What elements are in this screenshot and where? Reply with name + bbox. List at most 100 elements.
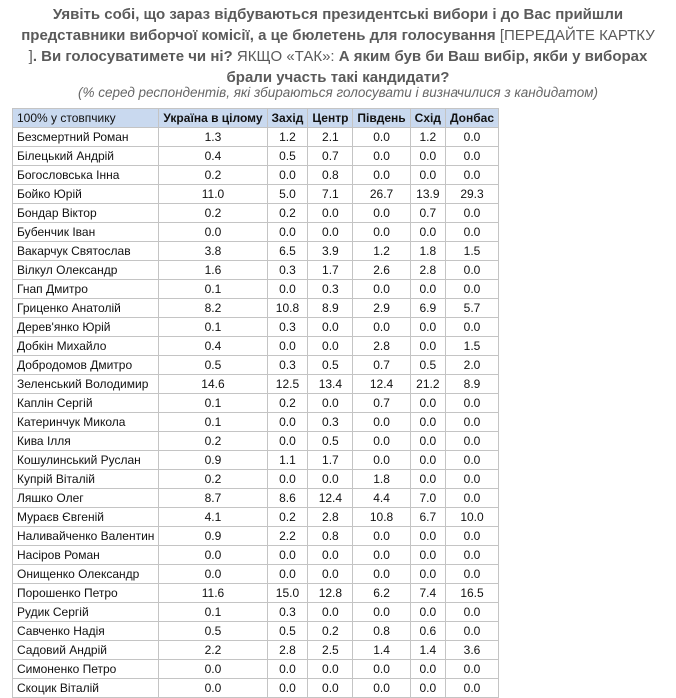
percent-cell: 0.0 xyxy=(444,526,500,546)
percent-cell: 13.9 xyxy=(409,184,446,204)
table-row: Добродомов Дмитро 0.5 0.3 0.5 0.7 0.5 2.0 xyxy=(11,355,500,375)
percent-cell: 0.0 xyxy=(352,659,411,679)
percent-cell: 6.7 xyxy=(409,507,446,527)
table-body: Безсмертний Роман 1.3 1.2 2.1 0.0 1.2 0.0 Білец… xyxy=(11,127,500,698)
percent-cell: 0.0 xyxy=(409,412,446,432)
percent-cell: 13.4 xyxy=(307,374,354,394)
percent-cell: 0.5 xyxy=(307,355,354,375)
percent-cell: 5.7 xyxy=(444,298,500,318)
table-row: Бубенчик Іван 0.0 0.0 0.0 0.0 0.0 0.0 xyxy=(11,222,500,242)
percent-cell: 0.0 xyxy=(352,127,411,147)
percent-cell: 0.2 xyxy=(266,507,309,527)
percent-cell: 0.3 xyxy=(307,279,354,299)
percent-cell: 2.8 xyxy=(266,640,309,660)
percent-cell: 0.0 xyxy=(444,393,500,413)
table-row: Катеринчук Микола 0.1 0.0 0.3 0.0 0.0 0.0 xyxy=(11,412,500,432)
percent-cell: 4.1 xyxy=(158,507,268,527)
percent-cell: 0.0 xyxy=(444,488,500,508)
table-row: Садовий Андрій 2.2 2.8 2.5 1.4 1.4 3.6 xyxy=(11,640,500,660)
percent-cell: 0.2 xyxy=(266,393,309,413)
percent-cell: 0.0 xyxy=(307,336,354,356)
table-row: Гриценко Анатолій 8.2 10.8 8.9 2.9 6.9 5.7 xyxy=(11,298,500,318)
percent-cell: 0.3 xyxy=(307,412,354,432)
percent-cell: 26.7 xyxy=(352,184,411,204)
percent-cell: 0.0 xyxy=(444,450,500,470)
candidate-name: Савченко Надія xyxy=(11,621,160,641)
table-row: Рудик Сергій 0.1 0.3 0.0 0.0 0.0 0.0 xyxy=(11,602,500,622)
candidate-name: Бойко Юрій xyxy=(11,184,160,204)
table-row: Каплін Сергій 0.1 0.2 0.0 0.7 0.0 0.0 xyxy=(11,393,500,413)
percent-cell: 0.0 xyxy=(409,526,446,546)
percent-cell: 0.0 xyxy=(444,260,500,280)
percent-cell: 0.0 xyxy=(444,412,500,432)
percent-cell: 8.2 xyxy=(158,298,268,318)
percent-cell: 7.0 xyxy=(409,488,446,508)
percent-cell: 2.1 xyxy=(307,127,354,147)
percent-cell: 6.9 xyxy=(409,298,446,318)
percent-cell: 0.0 xyxy=(409,165,446,185)
percent-cell: 0.0 xyxy=(266,165,309,185)
percent-cell: 0.0 xyxy=(409,146,446,166)
percent-cell: 0.0 xyxy=(409,678,446,698)
title-part: ЯКЩО «ТАК»: xyxy=(236,48,339,65)
percent-cell: 7.4 xyxy=(409,583,446,603)
percent-cell: 12.8 xyxy=(307,583,354,603)
candidate-name: Садовий Андрій xyxy=(11,640,160,660)
candidate-name: Кошулинський Руслан xyxy=(11,450,160,470)
percent-cell: 0.0 xyxy=(352,222,411,242)
percent-cell: 0.0 xyxy=(307,393,354,413)
candidate-name: Вакарчук Святослав xyxy=(11,241,160,261)
column-header: Україна в цілому xyxy=(158,108,268,128)
percent-cell: 0.0 xyxy=(266,336,309,356)
percent-cell: 11.0 xyxy=(158,184,268,204)
table-row: Дерев'янко Юрій 0.1 0.3 0.0 0.0 0.0 0.0 xyxy=(11,317,500,337)
title-part: [ПЕРЕДАЙТЕ КАРТКУ ] xyxy=(28,27,655,65)
percent-cell: 0.0 xyxy=(444,317,500,337)
percent-cell: 0.0 xyxy=(409,602,446,622)
percent-cell: 0.0 xyxy=(444,621,500,641)
percent-cell: 2.6 xyxy=(352,260,411,280)
percent-cell: 12.4 xyxy=(307,488,354,508)
table-row: Савченко Надія 0.5 0.5 0.2 0.8 0.6 0.0 xyxy=(11,621,500,641)
percent-cell: 0.0 xyxy=(444,602,500,622)
percent-cell: 0.7 xyxy=(352,393,411,413)
percent-cell: 1.5 xyxy=(444,241,500,261)
percent-cell: 0.7 xyxy=(352,355,411,375)
candidate-name: Порошенко Петро xyxy=(11,583,160,603)
percent-cell: 0.2 xyxy=(158,431,268,451)
percent-cell: 0.0 xyxy=(444,564,500,584)
table-row: Зеленський Володимир 14.6 12.5 13.4 12.4 21.2… xyxy=(11,374,500,394)
percent-cell: 0.1 xyxy=(158,393,268,413)
percent-cell: 1.3 xyxy=(158,127,268,147)
candidate-name: Онищенко Олександр xyxy=(11,564,160,584)
percent-cell: 0.7 xyxy=(307,146,354,166)
percent-cell: 0.0 xyxy=(444,203,500,223)
table-row: Мураєв Євгеній 4.1 0.2 2.8 10.8 6.7 10.0 xyxy=(11,507,500,527)
percent-cell: 0.0 xyxy=(409,336,446,356)
percent-cell: 0.5 xyxy=(307,431,354,451)
percent-cell: 0.0 xyxy=(352,317,411,337)
percent-cell: 3.8 xyxy=(158,241,268,261)
table-row: Білецький Андрій 0.4 0.5 0.7 0.0 0.0 0.0 xyxy=(11,146,500,166)
percent-cell: 1.6 xyxy=(158,260,268,280)
percent-cell: 1.8 xyxy=(409,241,446,261)
percent-cell: 0.0 xyxy=(266,412,309,432)
candidate-name: Білецький Андрій xyxy=(11,146,160,166)
column-header: Центр xyxy=(307,108,354,128)
percent-cell: 0.8 xyxy=(352,621,411,641)
percent-cell: 2.2 xyxy=(266,526,309,546)
table-row: Богословська Інна 0.2 0.0 0.8 0.0 0.0 0.0 xyxy=(11,165,500,185)
percent-cell: 2.8 xyxy=(409,260,446,280)
percent-cell: 0.0 xyxy=(352,602,411,622)
percent-cell: 10.8 xyxy=(266,298,309,318)
percent-cell: 0.0 xyxy=(307,659,354,679)
title-part: Уявіть собі, що зараз відбуваються прези… xyxy=(21,6,624,44)
percent-cell: 0.0 xyxy=(158,659,268,679)
percent-cell: 0.0 xyxy=(266,279,309,299)
percent-cell: 21.2 xyxy=(409,374,446,394)
percent-cell: 0.0 xyxy=(444,127,500,147)
percent-cell: 0.0 xyxy=(307,545,354,565)
table-row: Симоненко Петро 0.0 0.0 0.0 0.0 0.0 0.0 xyxy=(11,659,500,679)
table-row: Вакарчук Святослав 3.8 6.5 3.9 1.2 1.8 1.5 xyxy=(11,241,500,261)
